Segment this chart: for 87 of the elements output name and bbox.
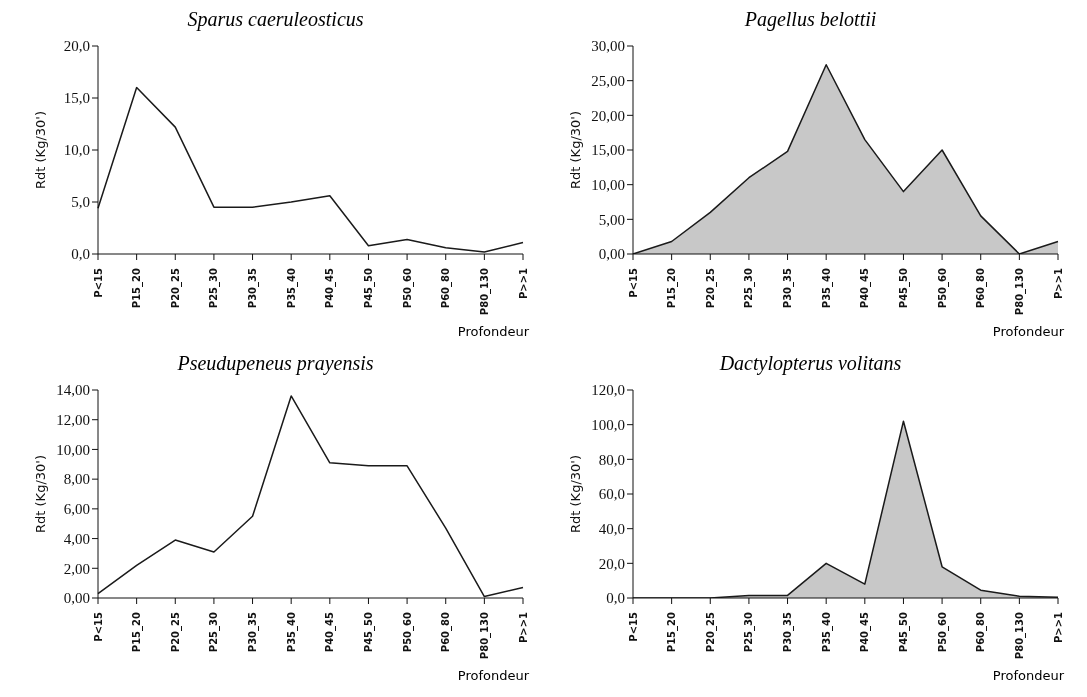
x-tick-label: P50_60	[401, 267, 414, 309]
x-tick-label: P>>1	[1052, 611, 1064, 644]
x-tick-label: P15_20	[666, 611, 679, 653]
y-axis-title: Rdt (Kg/30')	[32, 111, 48, 189]
x-tick-label: P80_130	[478, 267, 491, 316]
x-tick-label: P50_60	[401, 611, 414, 653]
x-tick-label: P25_30	[743, 267, 756, 309]
x-tick-label: P<15	[92, 611, 104, 642]
x-tick-label: P60_80	[440, 611, 453, 653]
x-tick-label: P60_80	[440, 267, 453, 309]
x-tick-label: P25_30	[743, 611, 756, 653]
x-tick-label: P25_30	[208, 611, 221, 653]
y-tick-label: 15,00	[591, 142, 625, 159]
x-tick-label: P>>1	[517, 267, 529, 300]
x-tick-label: P35_40	[820, 267, 833, 309]
y-tick-label: 10,00	[591, 176, 625, 193]
y-tick-label: 80,0	[598, 451, 625, 468]
x-tick-label: P50_60	[936, 611, 949, 653]
x-tick-label: P80_130	[1013, 267, 1026, 316]
x-tick-label: P45_50	[897, 267, 910, 309]
x-tick-label: P40_45	[859, 611, 872, 653]
x-tick-label: P25_30	[208, 267, 221, 309]
y-tick-label: 120,0	[591, 382, 625, 399]
x-tick-label: P15_20	[131, 267, 144, 309]
x-tick-label: P60_80	[975, 267, 988, 309]
x-tick-label: P60_80	[975, 611, 988, 653]
x-tick-label: P20_25	[704, 267, 717, 309]
x-axis-title: Profondeur	[991, 324, 1065, 341]
y-tick-label: 6,00	[63, 501, 90, 518]
y-tick-label: 0,00	[598, 246, 625, 263]
x-tick-label: P15_20	[666, 267, 679, 309]
y-tick-label: 30,00	[591, 38, 625, 55]
y-tick-label: 2,00	[63, 560, 90, 577]
x-tick-label: P35_40	[820, 611, 833, 653]
y-tick-label: 14,00	[56, 382, 90, 399]
x-tick-label: P45_50	[362, 611, 375, 653]
x-tick-label: P<15	[627, 267, 639, 298]
y-tick-label: 5,00	[598, 211, 625, 228]
x-tick-label: P35_40	[285, 267, 298, 309]
y-tick-label: 10,00	[56, 441, 90, 458]
x-tick-label: P80_130	[478, 611, 491, 660]
x-tick-label: P40_45	[859, 267, 872, 309]
x-tick-label: P20_25	[169, 611, 182, 653]
x-tick-label: P45_50	[362, 267, 375, 309]
y-tick-label: 0,0	[71, 246, 90, 263]
x-tick-label: P35_40	[285, 611, 298, 653]
x-axis-title: Profondeur	[456, 668, 530, 685]
x-tick-label: P40_45	[324, 611, 337, 653]
y-axis-title: Rdt (Kg/30')	[567, 455, 583, 533]
y-axis-title: Rdt (Kg/30')	[32, 455, 48, 533]
y-tick-label: 20,0	[63, 38, 90, 55]
y-tick-label: 0,0	[606, 590, 625, 607]
y-tick-label: 4,00	[63, 530, 90, 547]
y-tick-label: 100,0	[591, 416, 625, 433]
x-tick-label: P30_35	[782, 611, 795, 653]
y-tick-label: 60,0	[598, 486, 625, 503]
x-tick-label: P80_130	[1013, 611, 1026, 660]
x-tick-label: P>>1	[1052, 267, 1064, 300]
y-tick-label: 5,0	[71, 194, 90, 211]
y-tick-label: 40,0	[598, 520, 625, 537]
x-tick-label: P20_25	[169, 267, 182, 309]
x-axis-title: Profondeur	[991, 668, 1065, 685]
x-tick-label: P30_35	[247, 611, 260, 653]
y-tick-label: 25,00	[591, 72, 625, 89]
chart-title: Pseudupeneus prayensis	[176, 352, 375, 377]
y-tick-label: 20,0	[598, 555, 625, 572]
y-tick-label: 15,0	[63, 90, 90, 107]
chart-title: Sparus caeruleosticus	[186, 8, 365, 33]
y-tick-label: 12,00	[56, 412, 90, 429]
x-tick-label: P<15	[627, 611, 639, 642]
x-tick-label: P40_45	[324, 267, 337, 309]
x-tick-label: P>>1	[517, 611, 529, 644]
chart-title: Pagellus belottii	[743, 8, 878, 33]
y-tick-label: 10,0	[63, 142, 90, 159]
y-tick-label: 20,00	[591, 107, 625, 124]
x-tick-label: P15_20	[131, 611, 144, 653]
x-tick-label: P20_25	[704, 611, 717, 653]
x-tick-label: P45_50	[897, 611, 910, 653]
x-tick-label: P<15	[92, 267, 104, 298]
y-tick-label: 0,00	[63, 590, 90, 607]
x-tick-label: P50_60	[936, 267, 949, 309]
x-tick-label: P30_35	[247, 267, 260, 309]
y-tick-label: 8,00	[63, 471, 90, 488]
x-tick-label: P30_35	[782, 267, 795, 309]
chart-title: Dactylopterus volitans	[718, 352, 903, 377]
x-axis-title: Profondeur	[456, 324, 530, 341]
y-axis-title: Rdt (Kg/30')	[567, 111, 583, 189]
